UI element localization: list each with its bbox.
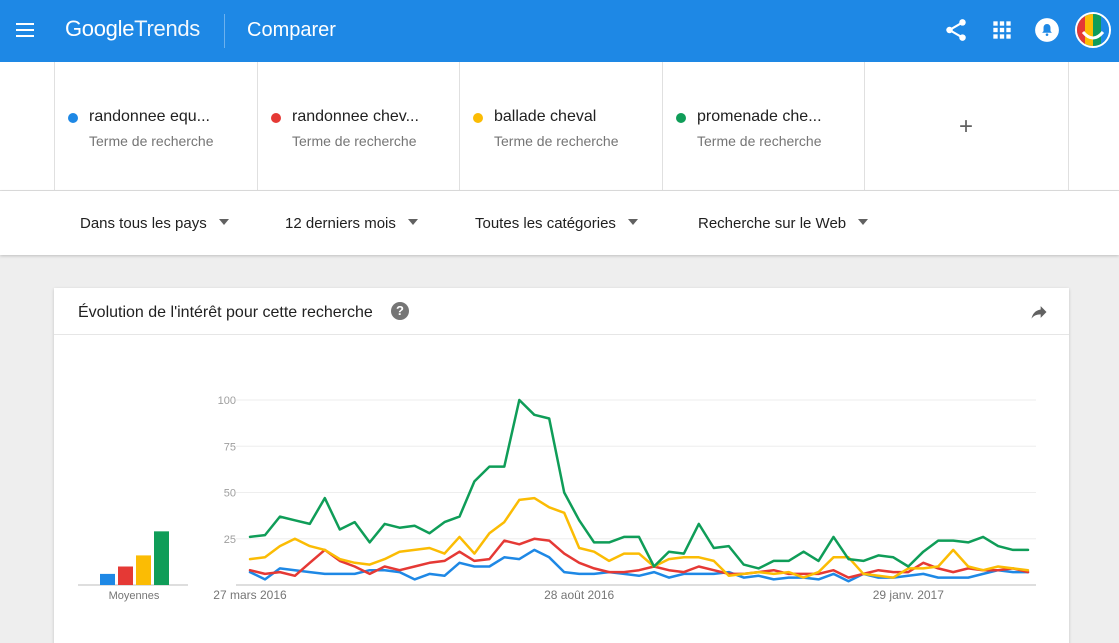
add-term-button[interactable]: + bbox=[864, 62, 1069, 190]
dropdown-arrow-icon bbox=[858, 219, 869, 226]
term-card-3[interactable]: ballade cheval Terme de recherche bbox=[459, 62, 662, 190]
card-title: Évolution de l'intérêt pour cette recher… bbox=[78, 304, 373, 321]
chart-gridlines bbox=[236, 399, 1036, 586]
x-tick-label: 27 mars 2016 bbox=[213, 588, 287, 602]
card-header: Évolution de l'intérêt pour cette recher… bbox=[54, 288, 1069, 335]
term-card-4[interactable]: promenade che... Terme de recherche bbox=[662, 62, 864, 190]
search-type-filter-label: Recherche sur le Web bbox=[698, 215, 847, 232]
term-color-dot bbox=[676, 113, 686, 123]
x-tick-label: 29 janv. 2017 bbox=[873, 588, 944, 602]
interest-over-time-card: Évolution de l'intérêt pour cette recher… bbox=[54, 288, 1069, 643]
dropdown-arrow-icon bbox=[218, 219, 229, 226]
search-type-filter-dropdown[interactable]: Recherche sur le Web bbox=[698, 215, 869, 232]
series-line bbox=[248, 398, 1030, 570]
share-icon[interactable] bbox=[943, 17, 969, 43]
logo-google-text: Google bbox=[65, 16, 135, 41]
average-bar bbox=[136, 555, 151, 585]
term-name: ballade cheval bbox=[494, 108, 597, 125]
series-line bbox=[248, 537, 1030, 579]
term-name: promenade che... bbox=[697, 108, 822, 125]
page-title: Comparer bbox=[247, 19, 336, 41]
logo-trends-text: Trends bbox=[134, 16, 201, 41]
term-card-1[interactable]: randonnee equ... Terme de recherche bbox=[54, 62, 257, 190]
add-icon: + bbox=[959, 113, 974, 140]
y-tick-label: 25 bbox=[224, 534, 236, 546]
category-filter-label: Toutes les catégories bbox=[475, 215, 616, 232]
averages-bars: Moyennes bbox=[78, 531, 188, 602]
term-type-label: Terme de recherche bbox=[89, 133, 214, 149]
x-tick-label: 28 août 2016 bbox=[544, 588, 614, 602]
term-name: randonnee equ... bbox=[89, 108, 210, 125]
series-line bbox=[248, 496, 1030, 579]
region-filter-label: Dans tous les pays bbox=[80, 215, 207, 232]
average-bar bbox=[154, 531, 169, 585]
term-card-2[interactable]: randonnee chev... Terme de recherche bbox=[257, 62, 459, 190]
menu-icon[interactable] bbox=[14, 19, 38, 43]
user-avatar[interactable] bbox=[1075, 12, 1111, 48]
x-axis-ticks: 27 mars 2016 28 août 2016 29 janv. 2017 bbox=[213, 588, 944, 602]
interest-line-chart: 100 75 50 25 Moyennes 27 mars 2016 28 août 2… bbox=[78, 395, 1036, 602]
period-filter-label: 12 derniers mois bbox=[285, 215, 396, 232]
y-tick-label: 50 bbox=[224, 488, 236, 500]
notifications-icon[interactable] bbox=[1034, 17, 1060, 43]
term-type-label: Terme de recherche bbox=[697, 133, 822, 149]
filters-bar: Dans tous les pays 12 derniers mois Tout… bbox=[0, 191, 1119, 255]
term-type-label: Terme de recherche bbox=[292, 133, 417, 149]
category-filter-dropdown[interactable]: Toutes les catégories bbox=[475, 215, 638, 232]
app-bar: GoogleTrends Comparer bbox=[0, 0, 1119, 62]
term-color-dot bbox=[473, 113, 483, 123]
y-axis-ticks: 100 75 50 25 bbox=[218, 395, 236, 546]
term-color-dot bbox=[68, 113, 78, 123]
average-bar bbox=[100, 573, 115, 585]
term-type-label: Terme de recherche bbox=[494, 133, 619, 149]
google-trends-logo[interactable]: GoogleTrends bbox=[65, 16, 200, 42]
dropdown-arrow-icon bbox=[627, 219, 638, 226]
y-tick-label: 100 bbox=[218, 395, 236, 407]
term-color-dot bbox=[271, 113, 281, 123]
averages-label: Moyennes bbox=[109, 590, 160, 602]
average-bar bbox=[118, 566, 133, 585]
term-name: randonnee chev... bbox=[292, 108, 419, 125]
region-filter-dropdown[interactable]: Dans tous les pays bbox=[80, 215, 229, 232]
y-tick-label: 75 bbox=[224, 441, 236, 453]
help-icon[interactable]: ? bbox=[391, 302, 409, 320]
period-filter-dropdown[interactable]: 12 derniers mois bbox=[285, 215, 418, 232]
header-divider bbox=[224, 14, 225, 48]
dropdown-arrow-icon bbox=[407, 219, 418, 226]
share-arrow-icon[interactable] bbox=[1028, 302, 1050, 322]
series-lines bbox=[248, 398, 1030, 583]
comparison-terms-bar: randonnee equ... Terme de recherche rand… bbox=[0, 62, 1119, 191]
apps-grid-icon[interactable] bbox=[989, 17, 1015, 43]
